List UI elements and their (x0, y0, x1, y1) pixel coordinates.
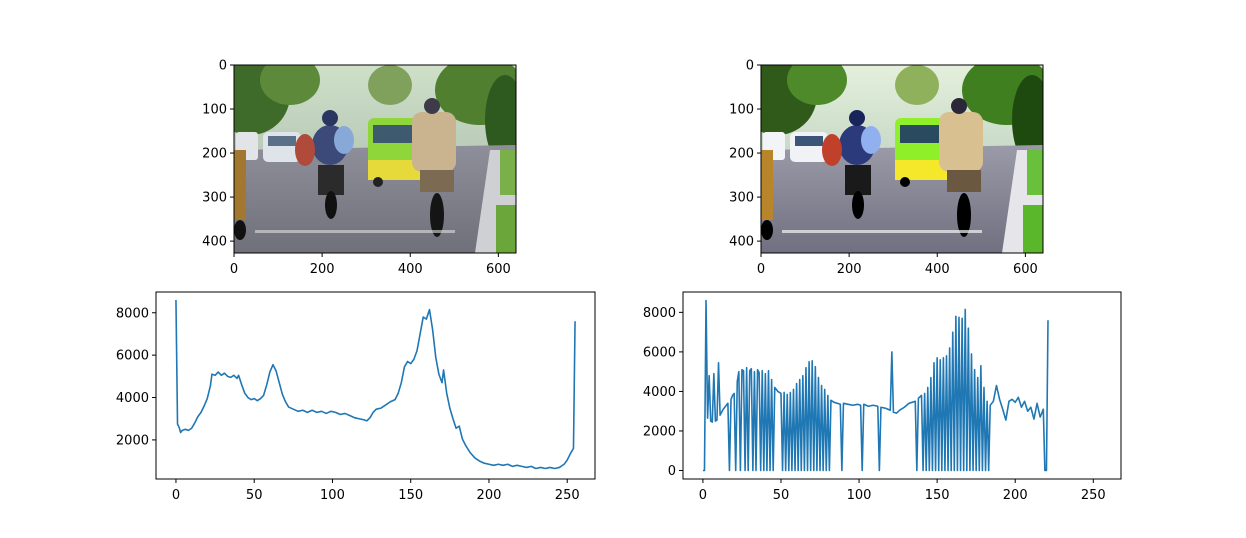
original-histogram-xtick-label: 150 (398, 488, 423, 503)
equalized-histogram-ytick-label: 6000 (643, 345, 676, 360)
original-image-ytick-label: 400 (202, 235, 227, 250)
original-image-panel: 0 200 400 600 0 100 200 300 400 (202, 59, 517, 277)
original-image-xaxis: 0 200 400 600 (230, 253, 511, 277)
equalized-histogram-yaxis: 0 2000 4000 6000 8000 (643, 306, 683, 479)
equalized-histogram-line (702, 299, 1049, 472)
equalized-image-xaxis: 0 200 400 600 (757, 253, 1038, 277)
original-image-yaxis: 0 100 200 300 400 (202, 59, 234, 250)
original-histogram-xtick-label: 200 (477, 488, 502, 503)
equalized-image-panel: 0 200 400 600 0 100 200 300 400 (729, 59, 1044, 277)
original-histogram-ytick-label: 4000 (116, 391, 149, 406)
equalized-histogram-xtick-label: 100 (847, 488, 872, 503)
original-histogram-ytick-label: 8000 (116, 306, 149, 321)
equalized-histogram-frame (682, 291, 1122, 480)
original-image-ytick-label: 0 (219, 59, 227, 74)
equalized-histogram-ytick-label: 4000 (643, 385, 676, 400)
original-image-xtick-label: 400 (398, 262, 423, 277)
equalized-image-ytick-label: 100 (729, 103, 754, 118)
equalized-histogram-ytick-label: 8000 (643, 306, 676, 321)
equalized-histogram-xtick-label: 250 (1081, 488, 1106, 503)
original-histogram-ytick-label: 2000 (116, 433, 149, 448)
original-image-ytick-label: 300 (202, 191, 227, 206)
original-histogram-xaxis: 0 50 100 150 200 250 (172, 479, 580, 503)
original-photo (234, 65, 516, 253)
original-histogram-xtick-label: 0 (172, 488, 180, 503)
equalized-image-ytick-label: 200 (729, 147, 754, 162)
original-histogram-ytick-label: 6000 (116, 349, 149, 364)
equalized-image-xtick-label: 600 (1013, 262, 1038, 277)
equalized-histogram-xtick-label: 50 (773, 488, 790, 503)
equalized-photo (761, 65, 1043, 253)
equalized-histogram-xtick-label: 150 (925, 488, 950, 503)
equalized-image-xtick-label: 0 (757, 262, 765, 277)
equalized-histogram-ytick-label: 2000 (643, 424, 676, 439)
original-image-frame (233, 64, 517, 254)
original-image-xtick-label: 200 (310, 262, 335, 277)
equalized-image-yaxis: 0 100 200 300 400 (729, 59, 761, 250)
equalized-image-ytick-label: 0 (746, 59, 754, 74)
equalized-image-xtick-label: 400 (925, 262, 950, 277)
original-histogram-panel: 0 50 100 150 200 250 2000 4000 6000 8000 (116, 291, 596, 503)
original-image-xtick-label: 600 (486, 262, 511, 277)
equalized-image-ytick-label: 400 (729, 235, 754, 250)
equalized-histogram-panel: 0 50 100 150 200 250 0 2000 4000 6000 8000 (643, 291, 1122, 503)
original-histogram-yaxis: 2000 4000 6000 8000 (116, 306, 156, 448)
original-image-xtick-label: 0 (230, 262, 238, 277)
original-histogram-xtick-label: 250 (555, 488, 580, 503)
equalized-image-xtick-label: 200 (837, 262, 862, 277)
original-histogram-xtick-label: 50 (246, 488, 263, 503)
original-image-ytick-label: 200 (202, 147, 227, 162)
equalized-image-ytick-label: 300 (729, 191, 754, 206)
original-image-ytick-label: 100 (202, 103, 227, 118)
original-histogram-line (175, 300, 576, 470)
equalized-histogram-xtick-label: 200 (1003, 488, 1028, 503)
equalized-histogram-ytick-label: 0 (668, 464, 676, 479)
equalized-histogram-xaxis: 0 50 100 150 200 250 (699, 479, 1106, 503)
equalized-histogram-xtick-label: 0 (699, 488, 707, 503)
original-histogram-xtick-label: 100 (320, 488, 345, 503)
original-histogram-frame (155, 291, 596, 480)
equalized-image-frame (760, 64, 1044, 254)
